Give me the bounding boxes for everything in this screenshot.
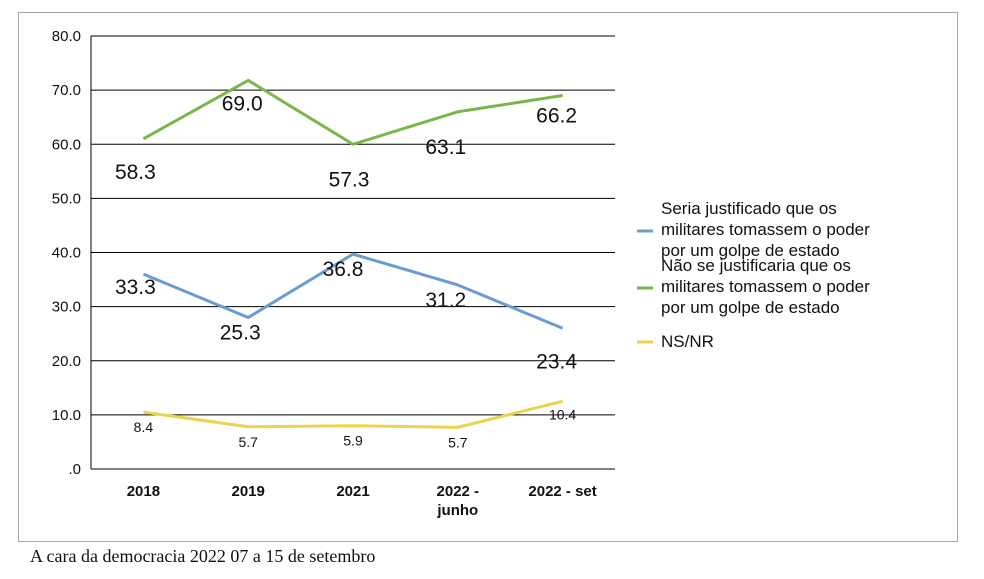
data-label: 33.3: [115, 276, 156, 299]
data-label: 66.2: [536, 105, 577, 128]
data-label: 58.3: [115, 161, 156, 184]
y-tick-label: 80.0: [52, 28, 81, 45]
x-tick-label: 2022 - set: [528, 483, 596, 500]
y-tick-label: 40.0: [52, 245, 81, 262]
data-label: 63.1: [425, 136, 466, 159]
data-label: 69.0: [222, 92, 263, 115]
legend-entry: Seria justificado que os militares tomass…: [661, 199, 870, 260]
data-label: 5.9: [343, 433, 363, 449]
legend-entry: NS/NR: [661, 332, 714, 351]
x-tick-label: 2021: [336, 483, 369, 500]
y-tick-label: 70.0: [52, 82, 81, 99]
x-tick-label: 2019: [232, 483, 265, 500]
y-tick-label: 30.0: [52, 299, 81, 316]
y-tick-label: 50.0: [52, 190, 81, 207]
y-tick-label: 20.0: [52, 353, 81, 370]
line-chart: .0 10.0 20.0 30.0 40.0 50.0 60.0 70.0 80.0 2018 2…: [52, 28, 870, 519]
data-label: 25.3: [220, 321, 261, 344]
chart-frame: .0 10.0 20.0 30.0 40.0 50.0 60.0 70.0 80.0 2018 2…: [18, 12, 958, 542]
y-tick-label: 60.0: [52, 136, 81, 153]
data-label: 5.7: [448, 434, 468, 450]
data-label: 31.2: [425, 289, 466, 312]
data-label: 23.4: [536, 350, 577, 373]
y-tick-label: .0: [68, 461, 81, 478]
data-label: 57.3: [329, 168, 370, 191]
data-label: 36.8: [323, 258, 364, 281]
x-tick-label: 2018: [127, 483, 160, 500]
data-label: 10.4: [549, 406, 576, 422]
data-label: 8.4: [134, 419, 154, 435]
chart-caption: A cara da democracia 2022 07 a 15 de set…: [30, 546, 376, 566]
legend-entry: Não se justificaria que os militares toma…: [661, 256, 870, 317]
data-label: 5.7: [238, 434, 258, 450]
series-line-3: [143, 399, 563, 429]
y-tick-label: 10.0: [52, 407, 81, 424]
x-tick-label: 2022 -junho: [436, 483, 479, 519]
